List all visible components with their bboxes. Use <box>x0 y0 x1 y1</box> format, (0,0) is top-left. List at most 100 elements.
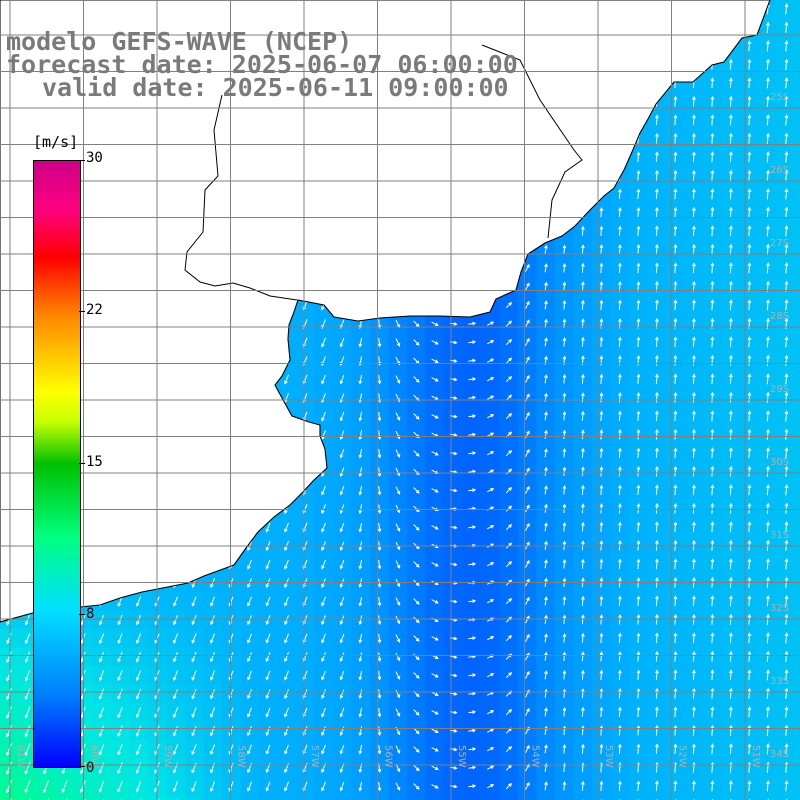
wind-arrow <box>395 597 401 606</box>
wind-arrow <box>655 687 659 699</box>
wind-arrow <box>729 484 733 496</box>
wind-arrow <box>173 688 179 700</box>
wind-arrow <box>655 595 659 607</box>
wind-arrow <box>747 521 752 533</box>
wind-arrow <box>673 558 678 570</box>
wind-arrow <box>599 743 604 754</box>
wind-arrow <box>655 410 659 422</box>
wind-arrow <box>339 485 345 496</box>
wind-arrow <box>544 318 548 328</box>
wind-arrow <box>636 558 641 570</box>
wind-arrow <box>525 430 530 439</box>
wind-arrow <box>6 688 12 701</box>
speed-cell <box>629 795 649 800</box>
wind-arrow <box>135 688 142 700</box>
wind-arrow <box>358 596 363 607</box>
wind-arrow <box>692 132 696 144</box>
wind-arrow <box>599 688 604 699</box>
wind-arrow <box>599 558 604 569</box>
speed-cell <box>795 795 800 800</box>
wind-arrow <box>655 262 659 274</box>
wind-arrow <box>413 709 420 716</box>
wind-arrow <box>265 652 271 663</box>
wind-arrow <box>747 58 752 70</box>
wind-arrow <box>655 114 659 126</box>
colorbar-tickmark <box>79 160 85 161</box>
wind-arrow <box>673 428 678 440</box>
speed-cell <box>240 795 260 800</box>
wind-arrow <box>98 762 105 775</box>
wind-arrow <box>618 447 622 459</box>
speed-cell <box>795 703 800 723</box>
wind-arrow <box>173 707 179 719</box>
wind-arrow <box>525 263 530 272</box>
wind-arrow <box>321 411 326 422</box>
wind-arrow <box>265 559 271 570</box>
wind-arrow <box>692 595 696 607</box>
wind-arrow <box>747 595 752 607</box>
speed-cell <box>795 74 800 94</box>
wind-arrow <box>562 429 567 440</box>
wind-arrow <box>636 336 641 348</box>
wind-arrow <box>747 262 752 274</box>
wind-arrow <box>247 559 252 570</box>
wind-arrow <box>98 743 105 756</box>
wind-arrow <box>747 650 752 662</box>
wind-arrow <box>599 447 604 458</box>
wind-arrow <box>413 524 420 531</box>
wind-arrow <box>339 726 345 736</box>
speed-cell <box>388 795 408 800</box>
wind-arrow <box>729 225 733 237</box>
wind-arrow <box>562 706 567 717</box>
wind-arrow <box>210 633 216 644</box>
wind-arrow <box>766 206 770 218</box>
wind-arrow <box>710 114 715 126</box>
wind-arrow <box>784 780 789 792</box>
wind-arrow <box>636 169 641 181</box>
wind-arrow <box>655 169 659 181</box>
wind-arrow <box>766 743 770 755</box>
wind-arrow <box>747 206 752 218</box>
wind-arrow <box>525 374 530 383</box>
wind-arrow <box>692 188 696 200</box>
wind-arrow <box>729 706 733 718</box>
wind-arrow <box>747 132 752 144</box>
wind-arrow <box>6 633 12 645</box>
wind-arrow <box>766 169 770 181</box>
lon-label: 51W <box>750 745 761 768</box>
wind-arrow <box>505 375 513 383</box>
wind-arrow <box>673 632 678 644</box>
wind-arrow <box>729 632 733 644</box>
speed-cell <box>259 795 279 800</box>
speed-cell <box>795 777 800 797</box>
wind-arrow <box>655 650 659 662</box>
wind-arrow <box>525 504 530 513</box>
lon-label: 56W <box>383 745 394 768</box>
wind-arrow <box>599 595 604 606</box>
wind-arrow <box>766 428 770 440</box>
wind-arrow <box>247 633 252 644</box>
speed-cell <box>55 795 75 800</box>
wind-arrow <box>618 484 622 496</box>
wind-arrow <box>618 299 622 311</box>
wind-arrow <box>413 635 420 642</box>
wind-arrow <box>673 132 678 144</box>
wind-arrow <box>525 411 530 420</box>
wind-arrow <box>599 614 604 625</box>
colorbar-unit: [m/s] <box>33 133 79 151</box>
speed-cell <box>555 795 575 800</box>
wind-arrow <box>599 503 604 514</box>
wind-arrow <box>339 689 345 699</box>
wind-arrow <box>468 562 477 566</box>
wind-arrow <box>581 336 585 347</box>
speed-cell <box>444 795 464 800</box>
wind-arrow <box>135 707 142 719</box>
speed-cell <box>795 518 800 538</box>
wind-arrow <box>673 410 678 422</box>
wind-arrow <box>710 262 715 274</box>
wind-arrow <box>284 374 289 385</box>
wind-arrow <box>544 411 548 421</box>
wind-arrow <box>358 467 363 478</box>
wind-arrow <box>747 558 752 570</box>
wind-arrow <box>636 262 641 274</box>
